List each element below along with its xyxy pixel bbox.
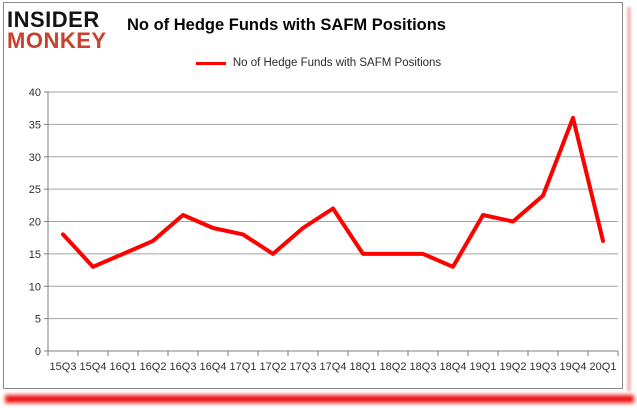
- x-axis-tick-label: 20Q1: [590, 361, 617, 373]
- chart-legend: No of Hedge Funds with SAFM Positions: [0, 57, 637, 69]
- y-axis-tick-label: 15: [29, 249, 41, 261]
- x-axis-tick-label: 18Q4: [440, 361, 467, 373]
- red-bottom-border: [5, 395, 634, 403]
- x-axis-tick-label: 18Q1: [350, 361, 377, 373]
- x-axis-tick-label: 19Q4: [560, 361, 587, 373]
- x-axis-tick-label: 18Q2: [380, 361, 407, 373]
- logo-line-monkey: MONKEY: [7, 28, 107, 53]
- y-axis-tick-label: 20: [29, 217, 41, 229]
- x-axis-tick-label: 16Q3: [170, 361, 197, 373]
- x-axis-tick-label: 17Q4: [320, 361, 347, 373]
- y-axis-tick-label: 40: [29, 87, 41, 99]
- x-axis-tick-label: 15Q4: [80, 361, 107, 373]
- x-axis-tick-label: 17Q3: [290, 361, 317, 373]
- x-axis-tick-label: 19Q1: [470, 361, 497, 373]
- y-axis-tick-label: 30: [29, 152, 41, 164]
- y-axis-tick-label: 0: [35, 346, 41, 358]
- chart-title: No of Hedge Funds with SAFM Positions: [127, 16, 446, 34]
- insider-monkey-logo: INSIDER MONKEY: [7, 7, 107, 53]
- y-axis-tick-label: 25: [29, 184, 41, 196]
- x-axis-tick-label: 15Q3: [50, 361, 77, 373]
- x-axis-tick-label: 17Q2: [260, 361, 287, 373]
- x-axis-tick-label: 16Q2: [140, 361, 167, 373]
- x-axis-tick-label: 19Q3: [530, 361, 557, 373]
- x-axis-tick-label: 19Q2: [500, 361, 527, 373]
- y-axis-tick-label: 5: [35, 314, 41, 326]
- chart-card: [3, 2, 623, 389]
- x-axis-tick-label: 16Q1: [110, 361, 137, 373]
- x-axis-tick-label: 18Q3: [410, 361, 437, 373]
- x-axis-tick-label: 16Q4: [200, 361, 227, 373]
- red-right-border: [627, 7, 631, 391]
- y-axis-tick-label: 10: [29, 281, 41, 293]
- logo-line-insider: INSIDER: [7, 7, 100, 32]
- legend-line-icon: [195, 61, 226, 65]
- series-line: [61, 115, 605, 269]
- y-axis-tick-label: 35: [29, 119, 41, 131]
- x-axis-tick-label: 17Q1: [230, 361, 257, 373]
- legend-label: No of Hedge Funds with SAFM Positions: [232, 57, 442, 69]
